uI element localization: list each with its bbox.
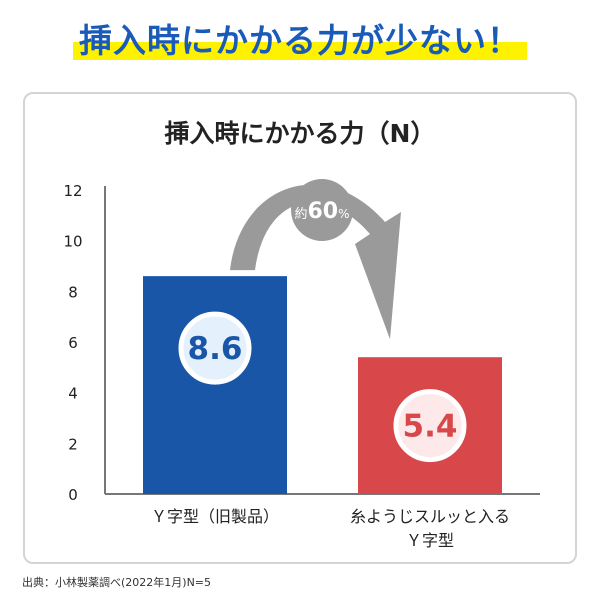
data-label-0: 8.6 (188, 331, 243, 367)
bar-0 (143, 276, 287, 494)
chart-panel: 挿入時にかかる力（N） 0 2 4 6 8 10 12 8.6 Ｙ字型（旧製品） 5.4 糸ようじスル… (23, 92, 577, 564)
reduction-arrow (230, 184, 401, 340)
reduction-badge (291, 179, 353, 241)
y-tick-label-4: 4 (68, 385, 78, 403)
y-tick-label-10: 10 (63, 233, 82, 251)
reduction-prefix: 約 (294, 207, 307, 222)
y-tick-label-12: 12 (63, 182, 82, 200)
headline: 挿入時にかかる力が少ない！ (0, 14, 600, 62)
source-note: 出典：小林製薬調べ(2022年1月)N=5 (22, 576, 212, 589)
reduction-value: 60 (307, 199, 338, 224)
headline-highlight (73, 42, 527, 60)
value-circle-0 (178, 311, 252, 385)
reduction-label: 約60% (294, 199, 349, 224)
chart-title: 挿入時にかかる力（N） (165, 119, 436, 148)
y-tick-label-0: 0 (68, 486, 78, 504)
x-tick-label-0-0: Ｙ字型（旧製品） (151, 507, 279, 526)
value-circle-1 (393, 389, 467, 463)
data-label-1: 5.4 (403, 409, 458, 445)
headline-wrap: 挿入時にかかる力が少ない！ (73, 14, 527, 62)
headline-text: 挿入時にかかる力が少ない！ (79, 21, 521, 60)
y-tick-label-8: 8 (68, 283, 78, 301)
x-tick-label-1-1: Ｙ字型 (406, 531, 454, 550)
y-tick-label-2: 2 (68, 435, 78, 453)
bar-chart: 挿入時にかかる力（N） 0 2 4 6 8 10 12 8.6 Ｙ字型（旧製品） 5.4 糸ようじスル… (63, 119, 540, 550)
reduction-suffix: % (338, 207, 349, 221)
x-tick-label-1-0: 糸ようじスルッと入る (350, 507, 510, 526)
y-tick-label-6: 6 (68, 334, 78, 352)
